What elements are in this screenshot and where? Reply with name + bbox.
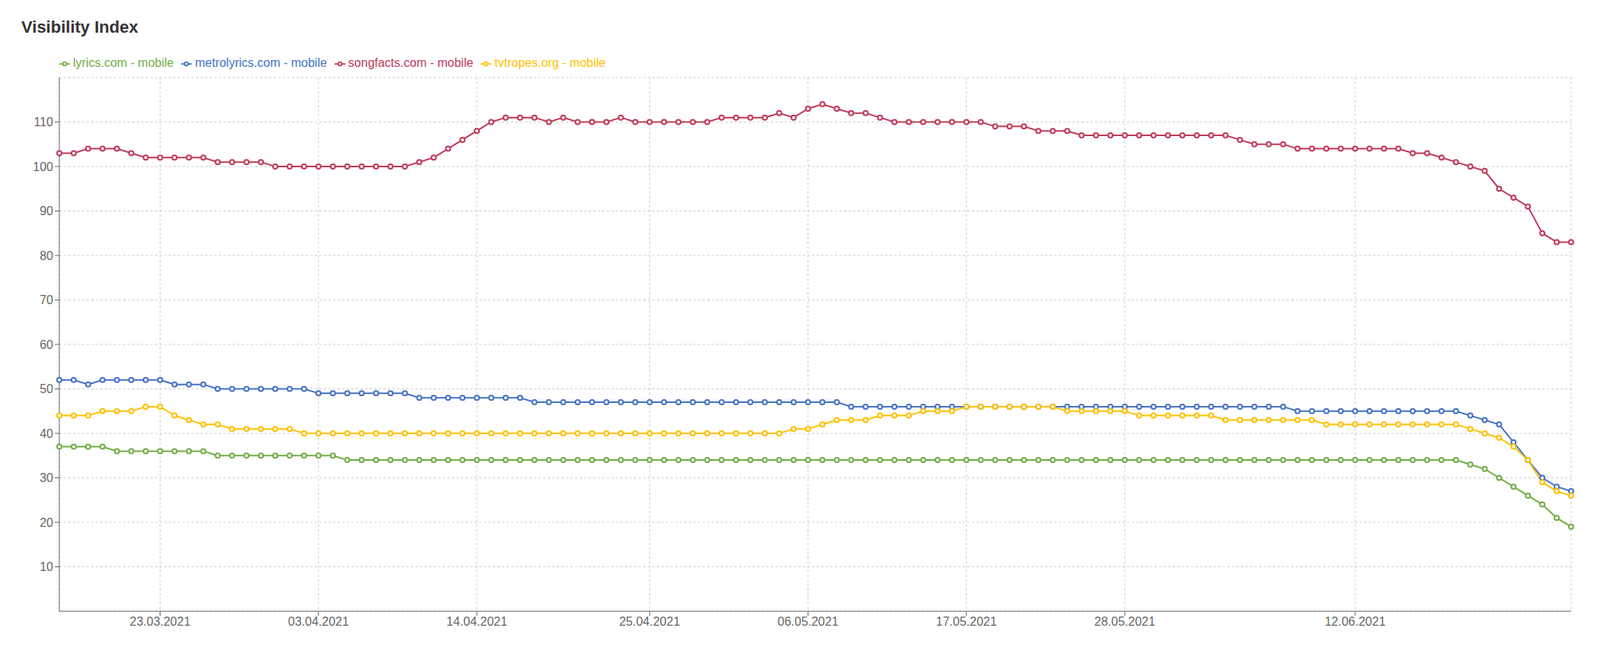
html-text:lyrics.com - mobile: lyrics.com - mobile xyxy=(73,56,174,70)
svg-text:25.04.2021: 25.04.2021 xyxy=(619,615,680,629)
svg-text:100: 100 xyxy=(32,160,54,174)
svg-text:30: 30 xyxy=(39,471,54,485)
svg-text:70: 70 xyxy=(39,293,54,307)
html-text:songfacts.com - mobile: songfacts.com - mobile xyxy=(348,56,474,70)
html-text:tvtropes.org - mobile: tvtropes.org - mobile xyxy=(494,56,606,70)
svg-text:06.05.2021: 06.05.2021 xyxy=(777,615,839,629)
svg-text:60: 60 xyxy=(39,338,54,352)
html-text:metrolyrics.com - mobile: metrolyrics.com - mobile xyxy=(195,56,327,70)
svg-text:28.05.2021: 28.05.2021 xyxy=(1094,615,1156,629)
svg-text:90: 90 xyxy=(39,204,54,218)
svg-text:80: 80 xyxy=(39,249,54,263)
svg-text:40: 40 xyxy=(39,427,54,441)
html-text:Visibility Index: Visibility Index xyxy=(21,17,139,37)
svg-text:03.04.2021: 03.04.2021 xyxy=(288,615,350,629)
svg-text:23.03.2021: 23.03.2021 xyxy=(129,615,191,629)
svg-text:12.06.2021: 12.06.2021 xyxy=(1324,615,1386,629)
svg-text:17.05.2021: 17.05.2021 xyxy=(936,615,997,629)
svg-text:50: 50 xyxy=(39,382,54,396)
svg-text:110: 110 xyxy=(33,115,54,129)
svg-text:10: 10 xyxy=(39,560,54,574)
svg-text:14.04.2021: 14.04.2021 xyxy=(446,615,508,629)
svg-text:20: 20 xyxy=(39,516,54,530)
